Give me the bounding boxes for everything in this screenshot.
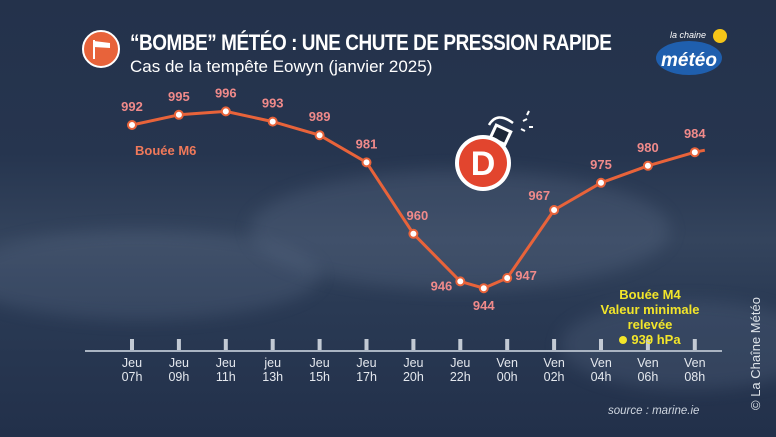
data-label: 947 [515,268,537,283]
wave-bg [0,230,320,320]
x-tick-label-day: Ven [590,356,612,370]
x-tick-label-hour: 06h [637,370,658,384]
chart-subtitle: Cas de la tempête Eowyn (janvier 2025) [130,57,433,76]
buoy-m4-annotation: Bouée M4 Valeur minimale relevée 939 hPa [590,287,710,347]
data-label: 993 [262,96,284,111]
series-label-m6: Bouée M6 [135,143,197,158]
data-point [314,130,325,141]
data-label: 984 [684,126,706,141]
wave-bg [250,170,670,290]
x-tick-label-day: Ven [684,356,706,370]
x-tick-label-day: Jeu [450,356,470,370]
x-tick [364,339,369,350]
la-chaine-meteo-logo: la chaine météo [656,28,728,76]
data-point [361,157,372,168]
x-tick-label-hour: 09h [168,370,189,384]
x-tick-label-hour: 08h [684,370,705,384]
data-point [173,109,184,120]
x-tick-label-hour: 13h [262,370,283,384]
annotation-line3: relevée [627,317,673,332]
data-point [455,276,466,287]
logo-text-top: la chaine [670,30,706,40]
x-tick-label-hour: 04h [591,370,612,384]
x-tick [223,339,228,350]
data-label: 944 [473,298,495,313]
x-tick-label-day: jeu [263,356,281,370]
yellow-dot-icon [619,336,628,344]
data-label: 992 [121,99,143,114]
x-tick-label-day: Jeu [356,356,376,370]
data-point [408,228,419,239]
x-tick [692,339,697,350]
logo-text-main: météo [661,50,717,71]
bomb-icon: D [455,110,533,191]
x-tick-label-hour: 00h [497,370,518,384]
series-line [131,109,706,290]
copyright: © La Chaîne Météo [748,297,763,410]
annotation-line1: Bouée M4 [619,287,681,302]
x-tick-label-day: Ven [543,356,565,370]
data-point [478,283,489,294]
x-tick [130,339,134,350]
x-tick-label-day: Ven [496,356,518,370]
x-tick-label-hour: 20h [403,370,424,384]
x-tick-label-day: Jeu [169,356,189,370]
x-tick-label-hour: 17h [356,370,377,384]
x-tick [645,339,650,350]
data-point [127,120,137,130]
annotation-value: 939 hPa [631,332,681,347]
x-tick-label-day: Jeu [216,356,236,370]
data-point [549,205,560,215]
data-label: 989 [309,109,331,124]
data-label: 996 [215,85,237,100]
x-tick [458,339,463,350]
windsock-icon [82,30,120,68]
x-tick [599,339,603,350]
x-tick-label-day: Jeu [403,356,423,370]
data-label: 995 [168,89,190,104]
x-tick-label-hour: 07h [122,370,143,384]
x-tick [176,339,181,350]
data-point [502,273,513,283]
x-tick [411,339,416,350]
x-tick-label-day: Ven [637,356,659,370]
data-label: 946 [431,278,453,293]
x-tick-label-day: Jeu [122,356,142,370]
x-tick [505,339,510,350]
x-tick [552,339,557,350]
x-tick [270,339,275,350]
wave-bg [560,300,776,390]
data-point [596,177,606,188]
x-tick-label-day: Jeu [310,356,330,370]
x-tick [317,339,322,350]
data-label: 960 [407,208,429,223]
annotation-line2: Valeur minimale [600,302,700,317]
depression-letter: D [471,145,496,183]
x-tick-label-hour: 11h [216,370,236,384]
chart-title: “BOMBE” MÉTÉO : UNE CHUTE DE PRESSION RA… [130,30,612,55]
x-tick-label-hour: 15h [309,370,330,384]
data-label: 981 [356,136,378,151]
data-label: 980 [637,140,659,155]
source-note: source : marine.ie [608,405,700,417]
data-label: 967 [528,188,550,203]
data-point [220,106,231,117]
data-point [642,160,653,171]
data-point [689,147,700,158]
data-label: 975 [590,157,612,172]
x-tick-label-hour: 02h [544,370,565,384]
x-tick-label-hour: 22h [450,370,471,384]
data-point [267,116,278,127]
